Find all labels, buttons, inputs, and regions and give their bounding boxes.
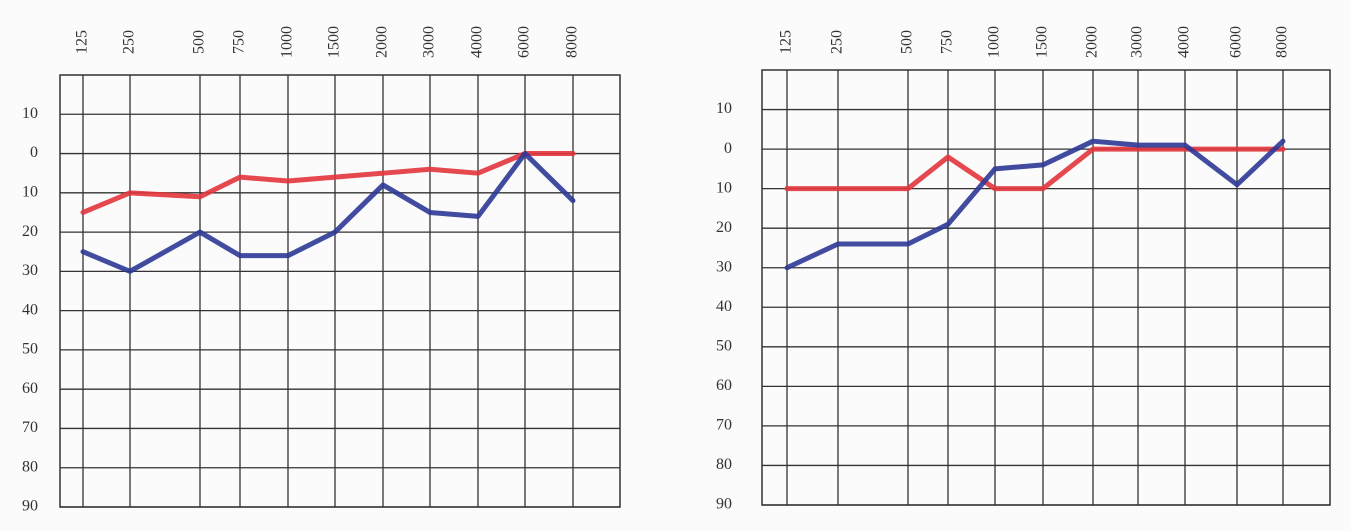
x-tick-label: 6000 xyxy=(1228,26,1245,58)
x-tick-label: 1000 xyxy=(279,26,296,58)
y-tick-label: 80 xyxy=(22,458,38,475)
y-tick-label: 90 xyxy=(716,496,732,513)
hearing-line xyxy=(80,151,576,274)
x-tick-label: 6000 xyxy=(516,26,533,58)
x-tick-label: 3000 xyxy=(421,26,438,58)
x-tick-label: 750 xyxy=(231,30,248,54)
x-tick-label: 1000 xyxy=(986,26,1003,58)
y-tick-label: 30 xyxy=(716,258,732,275)
x-tick-label: 8000 xyxy=(564,26,581,58)
hearing-line xyxy=(80,151,576,215)
x-tick-label: 1500 xyxy=(326,26,343,58)
plot-frame xyxy=(761,69,1331,506)
plot-frame xyxy=(59,74,621,508)
x-tick-label: 125 xyxy=(74,30,91,54)
y-tick-label: 50 xyxy=(716,337,732,354)
y-tick-label: 40 xyxy=(716,298,732,315)
hearing-line xyxy=(784,138,1286,271)
x-tick-label: 250 xyxy=(829,30,846,54)
x-tick-label: 2000 xyxy=(374,26,391,58)
y-tick-label: 10 xyxy=(22,183,38,200)
x-tick-label: 500 xyxy=(899,30,916,54)
y-tick-label: 70 xyxy=(716,417,732,434)
y-tick-label: 0 xyxy=(30,144,38,161)
x-tick-label: 125 xyxy=(778,30,795,54)
x-tick-label: 3000 xyxy=(1129,26,1146,58)
x-tick-label: 4000 xyxy=(1176,26,1193,58)
y-tick-label: 10 xyxy=(716,100,732,117)
x-tick-label: 8000 xyxy=(1274,26,1291,58)
y-tick-label: 60 xyxy=(22,380,38,397)
y-tick-label: 80 xyxy=(716,456,732,473)
y-tick-label: 50 xyxy=(22,341,38,358)
y-tick-label: 20 xyxy=(22,223,38,240)
y-tick-label: 60 xyxy=(716,377,732,394)
y-tick-label: 30 xyxy=(22,262,38,279)
x-tick-label: 2000 xyxy=(1084,26,1101,58)
x-tick-label: 4000 xyxy=(469,26,486,58)
x-tick-label: 250 xyxy=(121,30,138,54)
x-tick-label: 500 xyxy=(191,30,208,54)
x-tick-label: 1500 xyxy=(1034,26,1051,58)
y-tick-label: 10 xyxy=(716,179,732,196)
y-tick-label: 70 xyxy=(22,419,38,436)
x-tick-label: 750 xyxy=(939,30,956,54)
y-tick-label: 0 xyxy=(724,140,732,157)
y-tick-label: 90 xyxy=(22,498,38,515)
y-tick-label: 40 xyxy=(22,301,38,318)
hearing-line xyxy=(784,146,1286,192)
y-tick-label: 20 xyxy=(716,219,732,236)
y-tick-label: 10 xyxy=(22,105,38,122)
